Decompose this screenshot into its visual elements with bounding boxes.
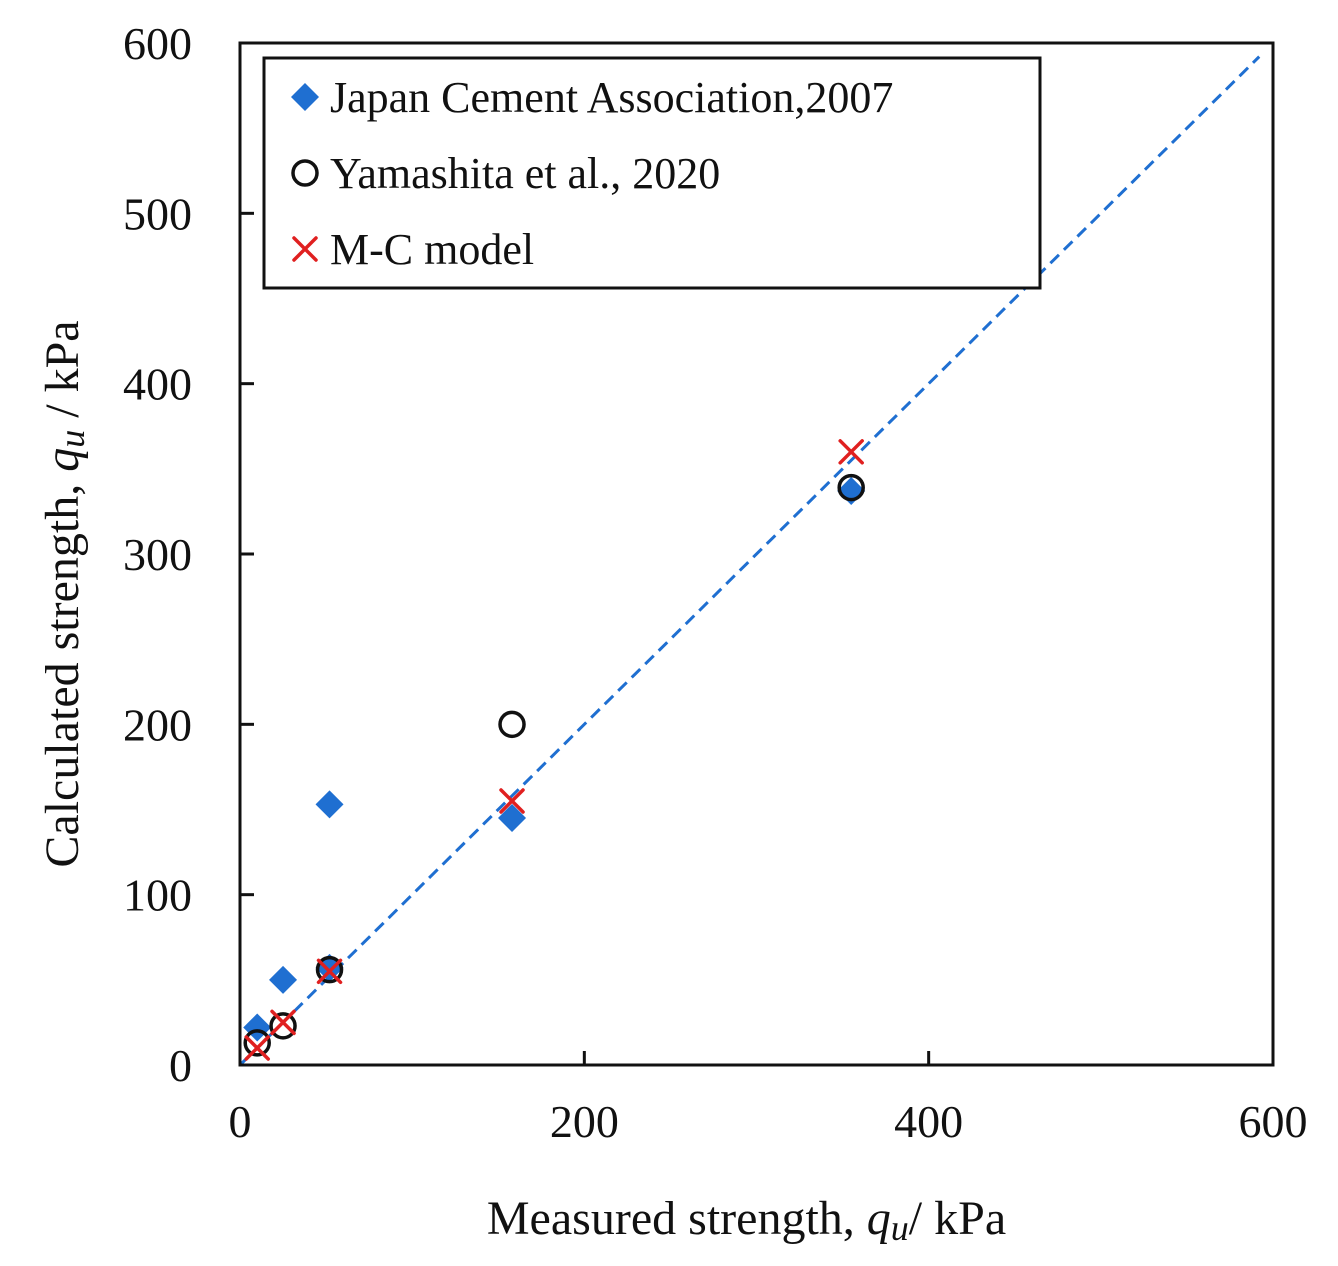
series-1 (243, 473, 865, 1057)
x-tick-label: 0 (229, 1096, 252, 1147)
y-axis-title: Calculated strength, qu / kPa (36, 320, 92, 867)
x-tick-label: 400 (894, 1096, 963, 1147)
data-point (498, 710, 526, 739)
data-point (269, 1012, 297, 1040)
y-tick-label: 0 (169, 1040, 192, 1091)
legend-marker (292, 236, 318, 262)
legend: Japan Cement Association,2007 Yamashita e… (262, 56, 1042, 290)
legend-item: Yamashita et al., 2020 (291, 149, 720, 198)
y-tick-label: 400 (123, 359, 192, 410)
legend-label: Japan Cement Association,2007 (330, 73, 893, 122)
reference-line (238, 55, 1261, 1067)
data-point (315, 790, 344, 819)
legend-label: Yamashita et al., 2020 (330, 149, 720, 198)
data-point (270, 1009, 296, 1036)
legend-item: Japan Cement Association,2007 (291, 73, 893, 122)
data-point (244, 1035, 270, 1061)
legend-box (262, 56, 1042, 290)
series-0 (243, 476, 866, 1042)
data-point (499, 788, 525, 814)
data-point (498, 804, 527, 833)
legend-label: M-C model (330, 225, 534, 274)
data-point (838, 439, 864, 465)
data-point (243, 1029, 271, 1057)
y-tick-label: 100 (123, 870, 192, 921)
data-point (315, 955, 344, 984)
y-tick-label: 500 (123, 188, 192, 239)
reference-layer (238, 55, 1261, 1067)
data-point (316, 958, 343, 985)
x-axis-title: Measured strength, qu/ kPa (487, 1192, 1006, 1248)
y-tick-label: 600 (123, 18, 192, 69)
legend-marker (291, 83, 319, 111)
x-tick-label: 200 (550, 1096, 619, 1147)
legend-item: M-C model (292, 225, 534, 274)
series-2 (244, 439, 864, 1061)
y-tick-label: 300 (123, 529, 192, 580)
data-point (837, 473, 865, 502)
data-point (269, 965, 298, 994)
legend-items: Japan Cement Association,2007 Yamashita e… (291, 73, 893, 274)
x-tick-label: 600 (1239, 1096, 1308, 1147)
y-tick-label: 200 (123, 699, 192, 750)
legend-marker (291, 159, 319, 187)
axis-ticks-layer: 0 200 400 600 0 100 200 300 400 500 600 (123, 18, 1308, 1147)
data-points-layer (243, 439, 866, 1061)
